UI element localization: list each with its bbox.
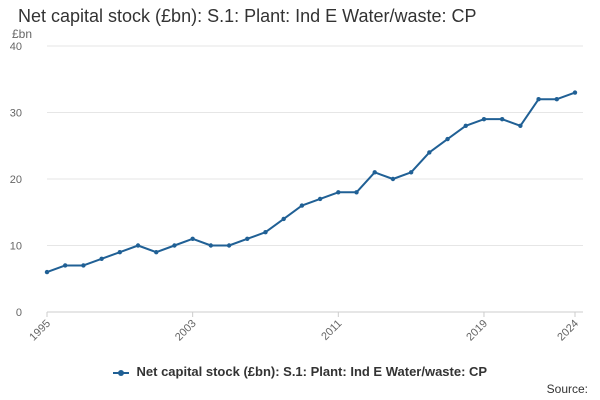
data-point[interactable] (354, 190, 359, 195)
data-point[interactable] (463, 123, 468, 128)
data-point[interactable] (117, 249, 123, 255)
data-point[interactable] (81, 263, 86, 268)
x-tick-label: 2011 (319, 318, 344, 343)
x-tick-label: 2019 (464, 318, 490, 344)
series-line (46, 91, 576, 274)
legend-line-marker-icon (112, 368, 129, 378)
y-tick-label: 30 (10, 108, 22, 120)
data-point[interactable] (172, 243, 177, 248)
y-tick-label: 20 (10, 174, 22, 186)
legend-label: Net capital stock (£bn): S.1: Plant: Ind… (136, 364, 488, 379)
data-point[interactable] (208, 243, 214, 248)
legend[interactable]: Net capital stock (£bn): S.1: Plant: Ind… (0, 364, 600, 379)
x-tick-label: 2024 (555, 318, 581, 344)
data-point[interactable] (554, 97, 559, 102)
y-tick-label: 40 (10, 41, 22, 53)
data-point[interactable] (299, 203, 305, 208)
data-point[interactable] (281, 216, 286, 222)
x-tick-label: 2003 (173, 318, 199, 344)
data-point[interactable] (336, 190, 341, 195)
data-point[interactable] (518, 123, 523, 128)
data-point[interactable] (499, 116, 505, 122)
source-label: Source: (546, 382, 588, 396)
data-point[interactable] (245, 236, 250, 242)
data-point[interactable] (481, 116, 487, 122)
x-tick-label: 1995 (27, 318, 53, 344)
data-point[interactable] (263, 230, 268, 235)
data-point[interactable] (317, 196, 323, 202)
y-tick-label: 10 (10, 241, 22, 253)
data-point[interactable] (44, 269, 50, 275)
y-tick-label: 0 (16, 307, 22, 319)
data-point[interactable] (408, 170, 414, 175)
chart-title: Net capital stock (£bn): S.1: Plant: Ind… (18, 6, 477, 26)
data-point[interactable] (572, 90, 578, 95)
data-point[interactable] (372, 170, 377, 175)
data-point[interactable] (390, 176, 396, 182)
data-point[interactable] (135, 243, 141, 248)
data-point[interactable] (427, 150, 432, 155)
data-point[interactable] (445, 136, 450, 142)
data-point[interactable] (63, 263, 68, 268)
y-axis-label: £bn (12, 27, 32, 41)
data-point[interactable] (190, 236, 195, 242)
data-point[interactable] (226, 243, 232, 248)
data-point[interactable] (536, 97, 541, 102)
data-point[interactable] (154, 249, 159, 255)
data-point[interactable] (99, 256, 104, 261)
